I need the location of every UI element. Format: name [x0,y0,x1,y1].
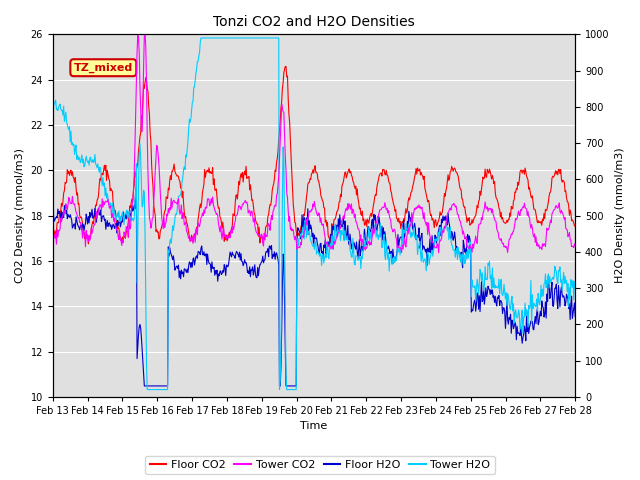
Y-axis label: H2O Density (mmol/m3): H2O Density (mmol/m3) [615,148,625,283]
Title: Tonzi CO2 and H2O Densities: Tonzi CO2 and H2O Densities [213,15,415,29]
Y-axis label: CO2 Density (mmol/m3): CO2 Density (mmol/m3) [15,148,25,283]
X-axis label: Time: Time [300,421,328,432]
Text: TZ_mixed: TZ_mixed [74,62,133,73]
Legend: Floor CO2, Tower CO2, Floor H2O, Tower H2O: Floor CO2, Tower CO2, Floor H2O, Tower H… [145,456,495,474]
